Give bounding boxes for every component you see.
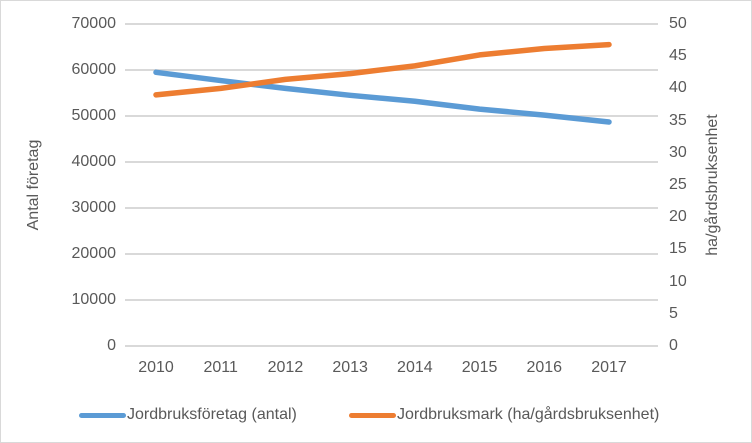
- legend-item-jordbruksmark: Jordbruksmark (ha/gårdsbruksenhet): [349, 403, 659, 427]
- x-axis-tick-label: 2013: [332, 359, 368, 376]
- legend-line-swatch-blue: [79, 412, 126, 418]
- left-axis-tick-label: 20000: [71, 245, 117, 262]
- right-axis-tick-label: 40: [669, 79, 687, 97]
- right-axis-tick-label: 15: [669, 240, 687, 258]
- x-axis-tick-label: 2014: [397, 359, 433, 376]
- right-axis-title: ha/gårdsbruksenhet: [704, 114, 721, 256]
- right-axis-tick-label: 30: [669, 143, 687, 161]
- right-axis-tick-label: 50: [669, 15, 687, 32]
- legend-label: Jordbruksföretag (antal): [127, 406, 297, 423]
- left-axis-tick-label: 10000: [71, 291, 117, 308]
- legend-item-jordbruksforetag: Jordbruksföretag (antal): [79, 403, 297, 427]
- left-axis-title: Antal företag: [25, 139, 42, 231]
- legend-line-swatch-orange: [349, 412, 396, 418]
- right-axis-tick-label: 10: [669, 272, 687, 290]
- legend-label: Jordbruksmark (ha/gårdsbruksenhet): [397, 406, 660, 423]
- legend: Jordbruksföretag (antal) Jordbruksmark (…: [1, 403, 751, 427]
- right-axis-tick-label: 45: [669, 47, 687, 65]
- x-axis-tick-label: 2010: [138, 359, 174, 376]
- x-axis-tick-label: 2012: [267, 359, 304, 376]
- right-axis-tick-label: 25: [669, 176, 687, 193]
- left-axis-tick-label: 40000: [71, 153, 117, 170]
- x-axis-tick-label: 2015: [461, 359, 498, 376]
- x-axis-tick-label: 2017: [591, 359, 627, 376]
- x-axis-tick-label: 2011: [203, 359, 238, 376]
- left-axis-tick-label: 50000: [71, 107, 117, 124]
- right-axis-tick-label: 5: [669, 304, 678, 322]
- right-axis-tick-label: 35: [669, 111, 687, 129]
- right-axis-tick-label: 20: [669, 208, 687, 226]
- left-axis-tick-label: 30000: [71, 199, 117, 216]
- series-line-1: [153, 41, 612, 98]
- series-line-0: [153, 69, 612, 125]
- left-axis-tick-label: 0: [107, 337, 116, 354]
- right-axis-tick-label: 0: [669, 337, 678, 354]
- left-axis-tick-label: 60000: [71, 61, 117, 78]
- x-axis-tick-label: 2016: [526, 359, 563, 376]
- left-axis-tick-label: 70000: [71, 15, 117, 32]
